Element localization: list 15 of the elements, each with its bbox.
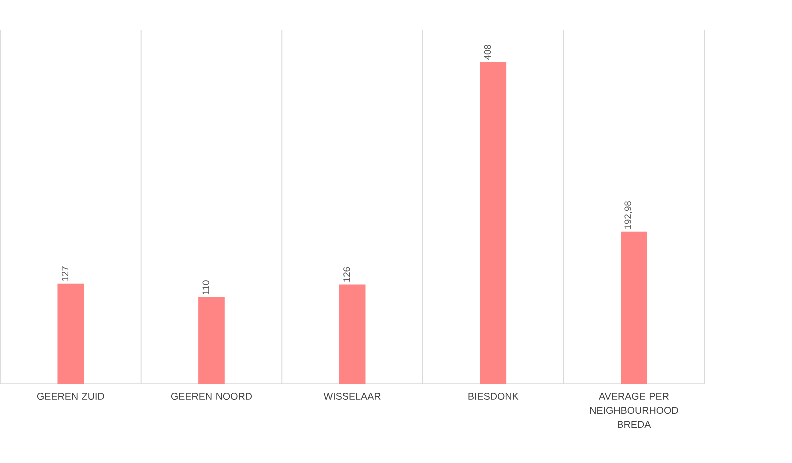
x-tick-label: GEEREN ZUID [37, 392, 104, 400]
bar [339, 284, 366, 384]
data-label: 127 [62, 266, 69, 282]
data-label: 192,98 [624, 201, 632, 230]
bar [58, 284, 84, 384]
data-label: 126 [344, 267, 350, 282]
x-tick-label: BIESDONK [468, 392, 519, 400]
bar [198, 297, 225, 384]
data-label: 408 [484, 44, 492, 60]
data-label: 110 [202, 280, 210, 294]
bar [480, 62, 507, 384]
bar [621, 232, 648, 384]
x-tick-label: GEEREN NOORD [171, 392, 252, 400]
x-tick-label: AVERAGE PER NEIGHBOURHOOD BREDA [590, 392, 678, 428]
x-tick-label: WISSELAAR [324, 392, 381, 400]
